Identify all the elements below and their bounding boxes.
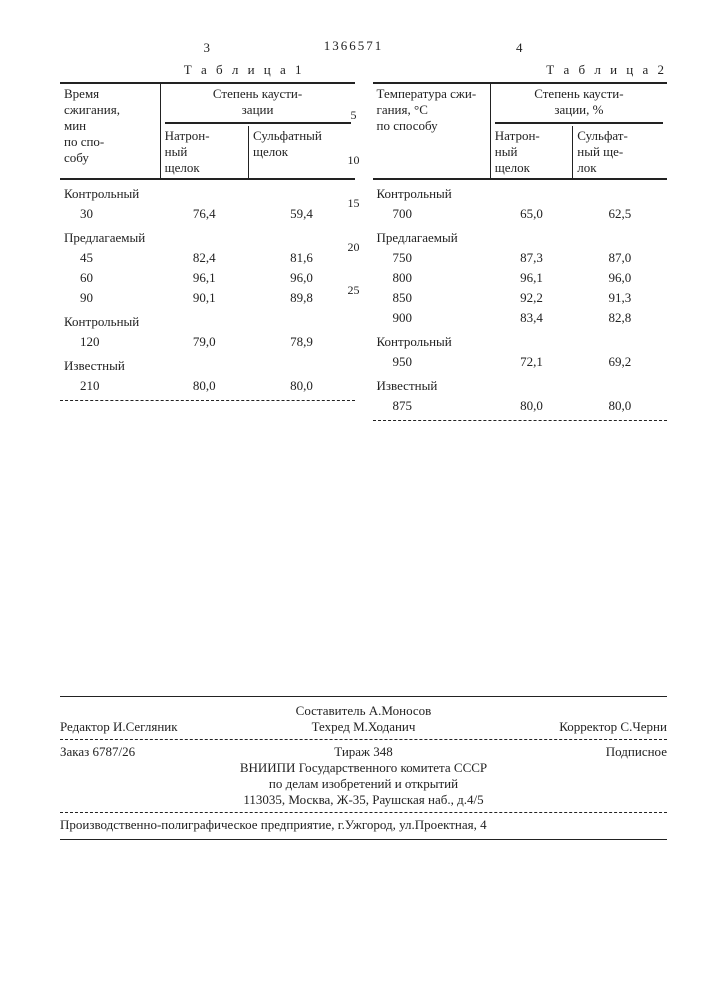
footer-order: Заказ 6787/26 (60, 744, 262, 760)
footer-printer: Производственно-полиграфическое предприя… (60, 817, 667, 833)
t2-s2-2: ный ще- (577, 144, 623, 159)
table-row: 87580,080,0 (373, 396, 668, 416)
table-row: Известный (60, 352, 355, 376)
table-row: Контрольный (373, 180, 668, 204)
table-row: 6096,196,0 (60, 268, 355, 288)
table-row: 80096,196,0 (373, 268, 668, 288)
footer-tirazh: Тираж 348 (262, 744, 464, 760)
table-row: Контрольный (60, 180, 355, 204)
t2-h-r1: Степень каусти- (534, 86, 623, 101)
table-row: 75087,387,0 (373, 248, 668, 268)
t2-s1-2: ный (495, 144, 518, 159)
t1-s1-3: щелок (165, 160, 200, 175)
table-row: Предлагаемый (60, 224, 355, 248)
t2-s2-3: лок (577, 160, 596, 175)
t1-h-l2: сжигания, (64, 102, 120, 117)
footer-podpis: Подписное (465, 744, 667, 760)
t2-s1-1: Натрон- (495, 128, 540, 143)
footer-corrector: Корректор С.Черни (465, 719, 667, 735)
table1-body: Контрольный3076,459,4Предлагаемый4582,48… (60, 180, 355, 396)
t1-s2-1: Сульфатный (253, 128, 322, 143)
left-column: 3 Т а б л и ц а 1 Время сжигания, мин по… (60, 40, 355, 425)
footer-compiler: Составитель А.Моносов (60, 703, 667, 719)
footer-addr: 113035, Москва, Ж-35, Раушская наб., д.4… (60, 792, 667, 808)
t1-h-l3: мин (64, 118, 86, 133)
t2-h-l3: по способу (377, 118, 438, 133)
table-row: 21080,080,0 (60, 376, 355, 396)
table-row: 9090,189,8 (60, 288, 355, 308)
t1-s1-2: ный (165, 144, 188, 159)
table-row: 95072,169,2 (373, 352, 668, 372)
t2-h-r2: зации, % (554, 102, 603, 117)
footer-org1: ВНИИПИ Государственного комитета СССР (60, 760, 667, 776)
footer-org2: по делам изобретений и открытий (60, 776, 667, 792)
table-row: 12079,078,9 (60, 332, 355, 352)
table-row: 3076,459,4 (60, 204, 355, 224)
t2-h-l2: гания, °С (377, 102, 428, 117)
footer-techred: Техред М.Ходанич (262, 719, 464, 735)
t1-h-l1: Время (64, 86, 99, 101)
t1-s2-2: щелок (253, 144, 288, 159)
table-row: 4582,481,6 (60, 248, 355, 268)
t2-h-l1: Температура сжи- (377, 86, 477, 101)
t1-s1-1: Натрон- (165, 128, 210, 143)
footer-editor: Редактор И.Сегляник (60, 719, 262, 735)
right-column: 4 Т а б л и ц а 2 Температура сжи- гания… (373, 40, 668, 425)
table1-title: Т а б л и ц а 1 (60, 62, 355, 78)
col-number-left: 3 (60, 40, 355, 56)
table2-body: Контрольный70065,062,5Предлагаемый75087,… (373, 180, 668, 416)
footer-block: Составитель А.Моносов Редактор И.Сегляни… (60, 690, 667, 846)
table1-header: Время сжигания, мин по спо- собу Степень… (60, 84, 355, 178)
t1-h-r1: Степень каусти- (213, 86, 302, 101)
table-row: 70065,062,5 (373, 204, 668, 224)
table-row: Контрольный (60, 308, 355, 332)
table-row: Контрольный (373, 328, 668, 352)
table2-title: Т а б л и ц а 2 (373, 62, 668, 78)
t1-h-l5: собу (64, 150, 89, 165)
t2-s2-1: Сульфат- (577, 128, 628, 143)
col-number-right: 4 (373, 40, 668, 56)
table2-header: Температура сжи- гания, °С по способу Ст… (373, 84, 668, 178)
t2-s1-3: щелок (495, 160, 530, 175)
t1-h-r2: зации (242, 102, 274, 117)
table-row: Предлагаемый (373, 224, 668, 248)
table-row: 85092,291,3 (373, 288, 668, 308)
table-row: Известный (373, 372, 668, 396)
t1-h-l4: по спо- (64, 134, 104, 149)
table-row: 90083,482,8 (373, 308, 668, 328)
